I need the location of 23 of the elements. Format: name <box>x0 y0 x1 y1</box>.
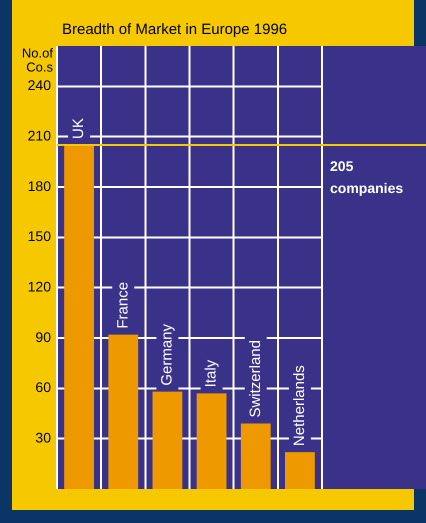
bar <box>240 424 271 489</box>
bar <box>285 452 315 489</box>
x-tick-label: Germany <box>158 323 176 386</box>
bar <box>152 392 182 489</box>
chart-title: Breadth of Market in Europe 1996 <box>62 21 288 38</box>
y-tick-label: 150 <box>28 228 52 244</box>
y-tick-label: 120 <box>28 278 52 294</box>
bar <box>64 145 94 489</box>
x-tick-label: UK <box>70 118 88 140</box>
y-axis-title: No.of Co.s <box>22 46 54 75</box>
y-tick-label: 60 <box>35 379 52 396</box>
x-tick-label: Switzerland <box>246 340 264 418</box>
x-tick-label: Italy <box>202 359 220 388</box>
y-tick-label: 180 <box>28 178 52 194</box>
y-tick-label: 240 <box>28 77 52 94</box>
y-tick-label: 210 <box>28 127 52 144</box>
y-tick-label: 30 <box>35 430 52 446</box>
bar <box>196 393 226 489</box>
x-tick-label: Netherlands <box>291 365 308 446</box>
bar <box>108 334 138 489</box>
x-tick-label: France <box>114 282 132 329</box>
ref-line-label: 205 companies <box>330 158 404 196</box>
y-tick-label: 90 <box>35 328 52 345</box>
